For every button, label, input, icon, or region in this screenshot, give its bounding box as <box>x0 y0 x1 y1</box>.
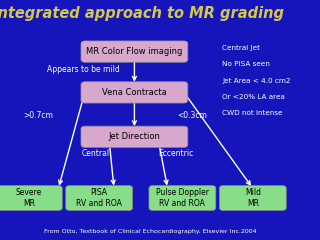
FancyBboxPatch shape <box>220 186 286 210</box>
FancyBboxPatch shape <box>81 82 188 103</box>
FancyBboxPatch shape <box>66 186 132 210</box>
Text: Eccentric: Eccentric <box>158 149 194 158</box>
Text: >0.7cm: >0.7cm <box>23 111 53 120</box>
Text: Integrated approach to MR grading: Integrated approach to MR grading <box>0 6 284 21</box>
Text: No PISA seen: No PISA seen <box>222 61 270 67</box>
Text: CWD not intense: CWD not intense <box>222 110 283 116</box>
Text: Pulse Doppler
RV and ROA: Pulse Doppler RV and ROA <box>156 188 209 208</box>
FancyBboxPatch shape <box>149 186 216 210</box>
Text: MR Color Flow imaging: MR Color Flow imaging <box>86 47 183 56</box>
Text: PISA
RV and ROA: PISA RV and ROA <box>76 188 122 208</box>
Text: Mild
MR: Mild MR <box>245 188 261 208</box>
Text: From Otto, Textbook of Clinical Echocardiography. Elsevier Inc.2004: From Otto, Textbook of Clinical Echocard… <box>44 229 257 234</box>
Text: Vena Contracta: Vena Contracta <box>102 88 167 97</box>
Text: Jet Area < 4.0 cm2: Jet Area < 4.0 cm2 <box>222 78 291 84</box>
Text: Central: Central <box>82 149 110 158</box>
FancyBboxPatch shape <box>81 126 188 147</box>
Text: Jet Direction: Jet Direction <box>108 132 160 141</box>
Text: Central Jet: Central Jet <box>222 45 260 51</box>
FancyBboxPatch shape <box>0 186 62 210</box>
Text: Severe
MR: Severe MR <box>16 188 42 208</box>
Text: <0.3cm: <0.3cm <box>177 111 207 120</box>
Text: Appears to be mild: Appears to be mild <box>47 65 120 74</box>
FancyBboxPatch shape <box>81 41 188 62</box>
Text: Or <20% LA area: Or <20% LA area <box>222 94 285 100</box>
